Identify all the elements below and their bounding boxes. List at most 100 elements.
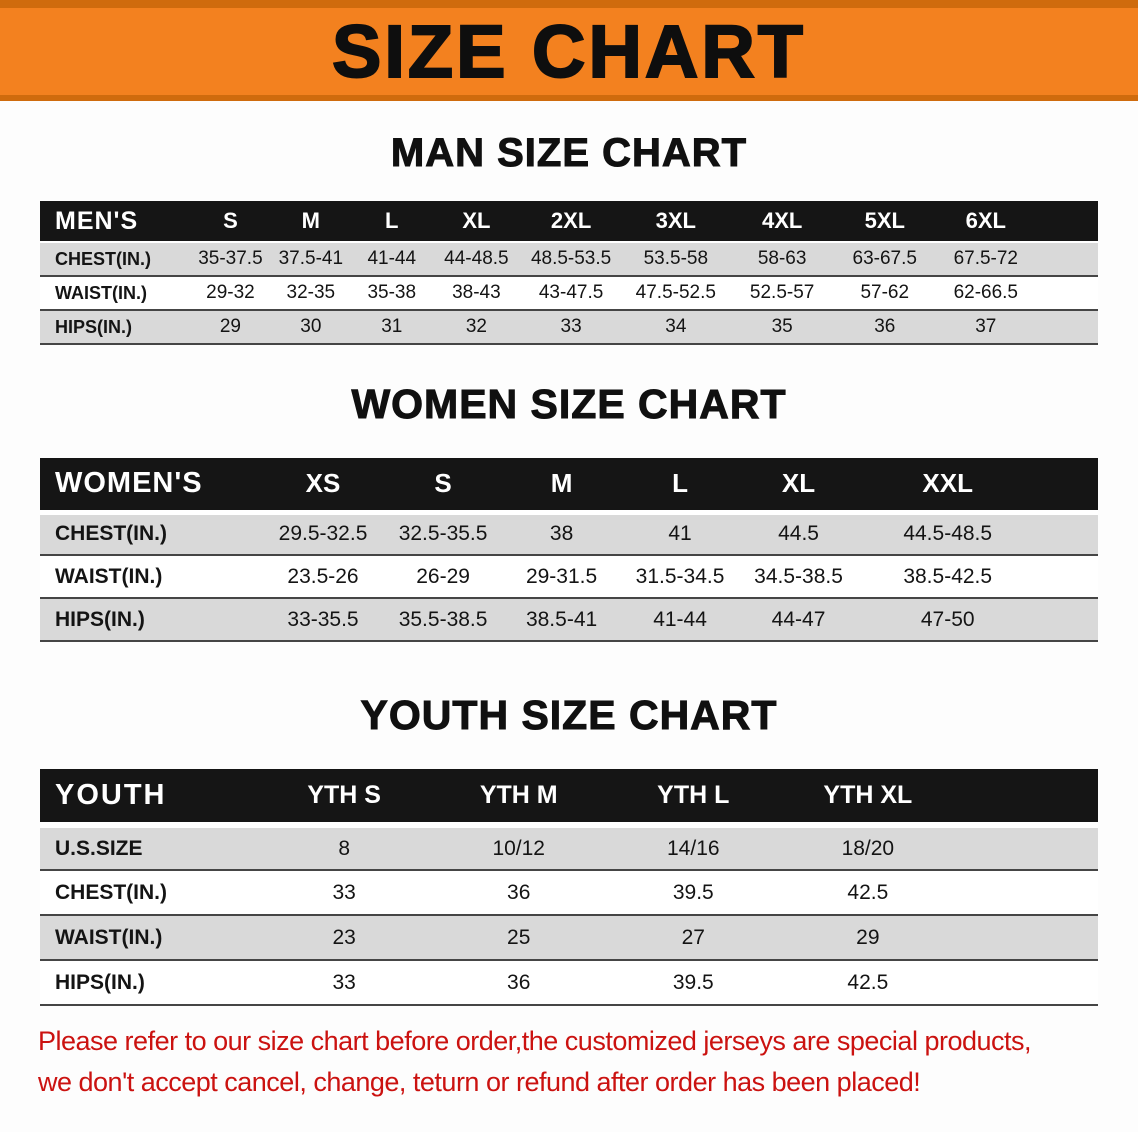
youth-value-cell: 42.5 xyxy=(847,970,889,994)
women-size-header-xxl: XXL xyxy=(922,468,973,499)
women-size-header-m: M xyxy=(550,468,573,499)
youth-row-spacer-cell xyxy=(955,915,1098,960)
men-row-chest-in: CHEST(IN.) 35-37.5 37.5-41 41-44 44-48.5 48.5… xyxy=(40,242,1098,276)
women-value-cell: 33-35.5 xyxy=(287,607,359,631)
youth-value-cell: 27 xyxy=(681,925,705,949)
women-row-spacer-cell xyxy=(1038,512,1098,555)
men-row-hips-in: HIPS(IN.) 29 30 31 32 33 34 35 36 37 xyxy=(40,310,1098,344)
youth-row-hips-in: HIPS(IN.) 33 36 39.5 42.5 xyxy=(40,960,1098,1005)
youth-row-spacer-cell xyxy=(955,960,1098,1005)
men-value-cell: 30 xyxy=(300,316,322,337)
men-header-spacer-cell xyxy=(1037,201,1098,242)
youth-size-header-yth-s: YTH S xyxy=(307,781,381,809)
men-value-cell: 29-32 xyxy=(206,282,255,303)
men-value-cell: 35-37.5 xyxy=(198,248,263,269)
women-value-cell: 29.5-32.5 xyxy=(278,522,368,546)
size-chart-page: SIZE CHART MAN SIZE CHART MEN'S S M L XL 2XL 3… xyxy=(0,0,1138,1097)
men-table-header-row: MEN'S S M L XL 2XL 3XL 4XL 5XL 6XL xyxy=(40,201,1098,242)
women-value-cell: 38.5-42.5 xyxy=(903,564,993,588)
youth-header-spacer-cell xyxy=(955,769,1098,825)
women-size-header-s: S xyxy=(434,468,452,499)
women-row-chest-in: CHEST(IN.) 29.5-32.5 32.5-35.5 38 41 44.5 44.5… xyxy=(40,512,1098,555)
youth-value-cell: 39.5 xyxy=(672,880,714,904)
youth-size-table: YOUTH YTH S YTH M YTH L YTH XL U.S.SIZE 8 10/12… xyxy=(40,769,1098,1006)
youth-size-header-yth-l: YTH L xyxy=(657,781,730,809)
women-value-cell: 38 xyxy=(549,522,574,546)
youth-value-cell: 10/12 xyxy=(492,836,545,860)
women-value-cell: 44-47 xyxy=(771,607,826,631)
women-row-hips-in: HIPS(IN.) 33-35.5 35.5-38.5 38.5-41 41-44 44-… xyxy=(40,598,1098,641)
youth-value-cell: 23 xyxy=(332,925,356,949)
women-value-cell: 34.5-38.5 xyxy=(754,564,843,588)
women-value-cell: 47-50 xyxy=(920,607,975,631)
youth-value-cell: 33 xyxy=(332,880,356,904)
men-value-cell: 62-66.5 xyxy=(953,282,1019,303)
youth-value-cell: 25 xyxy=(507,925,531,949)
women-value-cell: 29-31.5 xyxy=(525,564,598,588)
men-size-header-6xl: 6XL xyxy=(965,208,1006,233)
youth-value-cell: 42.5 xyxy=(847,880,889,904)
men-value-cell: 38-43 xyxy=(452,282,501,303)
men-value-cell: 58-63 xyxy=(757,248,807,269)
men-row-waist-in: WAIST(IN.) 29-32 32-35 35-38 38-43 43-47.5 47.… xyxy=(40,276,1098,310)
women-row-spacer-cell xyxy=(1038,555,1098,598)
page-title: SIZE CHART xyxy=(331,9,806,93)
men-value-cell: 37.5-41 xyxy=(278,248,344,269)
youth-row-spacer-cell xyxy=(955,870,1098,915)
men-value-cell: 33 xyxy=(560,316,582,337)
men-value-cell: 63-67.5 xyxy=(852,248,917,269)
men-size-header-l: L xyxy=(385,208,399,233)
men-value-cell: 44-48.5 xyxy=(444,248,509,269)
women-value-cell: 41-44 xyxy=(653,607,707,631)
youth-value-cell: 39.5 xyxy=(672,970,714,994)
youth-value-cell: 36 xyxy=(507,880,531,904)
men-size-header-xl: XL xyxy=(462,208,491,233)
women-row-spacer-cell xyxy=(1038,598,1098,641)
men-table-corner-label: MEN'S xyxy=(55,206,139,235)
men-size-table: MEN'S S M L XL 2XL 3XL 4XL 5XL 6XL CHEST(IN.) 35-37… xyxy=(40,201,1098,345)
youth-table-corner-label: YOUTH xyxy=(55,779,167,811)
women-table-header-row: WOMEN'S XS S M L XL XXL xyxy=(40,458,1098,512)
women-value-cell: 44.5-48.5 xyxy=(903,522,993,546)
women-row-label: CHEST(IN.) xyxy=(55,522,167,546)
youth-row-label: HIPS(IN.) xyxy=(55,970,145,994)
women-value-cell: 23.5-26 xyxy=(287,564,359,588)
men-row-spacer-cell xyxy=(1037,276,1098,310)
youth-row-spacer-cell xyxy=(955,825,1098,870)
youth-size-header-yth-xl: YTH XL xyxy=(823,781,913,809)
men-row-label: WAIST(IN.) xyxy=(55,282,147,303)
men-value-cell: 36 xyxy=(874,316,896,337)
youth-row-label: CHEST(IN.) xyxy=(55,880,167,904)
women-value-cell: 35.5-38.5 xyxy=(398,607,488,631)
women-section-heading: WOMEN SIZE CHART xyxy=(351,381,787,428)
men-value-cell: 32 xyxy=(465,316,487,337)
women-table-corner-label: WOMEN'S xyxy=(55,467,203,500)
men-value-cell: 29 xyxy=(219,316,241,337)
men-value-cell: 67.5-72 xyxy=(953,248,1019,269)
youth-value-cell: 18/20 xyxy=(841,836,895,860)
women-row-label: HIPS(IN.) xyxy=(55,607,145,631)
women-size-header-xs: XS xyxy=(305,468,341,499)
men-value-cell: 57-62 xyxy=(860,282,910,303)
men-size-header-m: M xyxy=(301,208,320,233)
women-value-cell: 31.5-34.5 xyxy=(635,564,725,588)
women-row-waist-in: WAIST(IN.) 23.5-26 26-29 29-31.5 31.5-34.5 34… xyxy=(40,555,1098,598)
women-size-table: WOMEN'S XS S M L XL XXL CHEST(IN.) 29.5-32.5 32.5… xyxy=(40,458,1098,642)
youth-row-chest-in: CHEST(IN.) 33 36 39.5 42.5 xyxy=(40,870,1098,915)
footer-note-line-1: Please refer to our size chart before or… xyxy=(38,1026,1032,1056)
youth-row-u-s-size: U.S.SIZE 8 10/12 14/16 18/20 xyxy=(40,825,1098,870)
men-value-cell: 53.5-58 xyxy=(643,248,709,269)
women-value-cell: 32.5-35.5 xyxy=(398,522,488,546)
men-size-header-4xl: 4XL xyxy=(761,208,803,233)
men-row-label: HIPS(IN.) xyxy=(55,316,133,337)
footer-note-line-2: we don't accept cancel, change, teturn o… xyxy=(38,1067,921,1097)
banner: SIZE CHART xyxy=(0,0,1138,101)
men-value-cell: 52.5-57 xyxy=(749,282,815,303)
women-value-cell: 26-29 xyxy=(416,564,470,588)
men-value-cell: 34 xyxy=(665,316,687,337)
youth-row-waist-in: WAIST(IN.) 23 25 27 29 xyxy=(40,915,1098,960)
youth-value-cell: 33 xyxy=(332,970,356,994)
women-row-label: WAIST(IN.) xyxy=(55,564,163,588)
men-size-header-3xl: 3XL xyxy=(655,208,696,233)
youth-value-cell: 36 xyxy=(507,970,531,994)
